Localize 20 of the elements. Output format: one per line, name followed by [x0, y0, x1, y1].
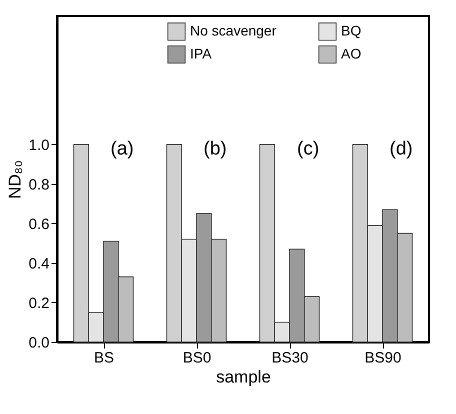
- x-axis-title: sample: [216, 368, 271, 386]
- y-tick-label: 0.2: [28, 294, 50, 312]
- x-tick-label: BS90: [364, 350, 402, 366]
- legend-label: No scavenger: [190, 22, 277, 39]
- annotation: (b): [203, 138, 227, 160]
- y-axis-title: ND₈₀: [6, 160, 25, 199]
- y-tick-label: 0.0: [28, 334, 50, 352]
- x-tick-label: BS: [94, 350, 114, 366]
- x-tick-label: BS0: [182, 350, 212, 366]
- annotation: (d): [389, 138, 413, 160]
- annotation: (c): [297, 138, 320, 160]
- legend-label: IPA: [190, 46, 212, 62]
- legend-label: BQ: [341, 22, 362, 39]
- annotation: (a): [110, 138, 134, 160]
- y-tick-label: 0.8: [28, 176, 50, 194]
- y-tick-label: 0.6: [28, 216, 50, 233]
- y-tick-label: 1.0: [28, 136, 50, 154]
- x-tick-label: BS30: [272, 350, 308, 366]
- legend-label: AO: [341, 46, 362, 62]
- y-tick-label: 0.4: [28, 255, 50, 272]
